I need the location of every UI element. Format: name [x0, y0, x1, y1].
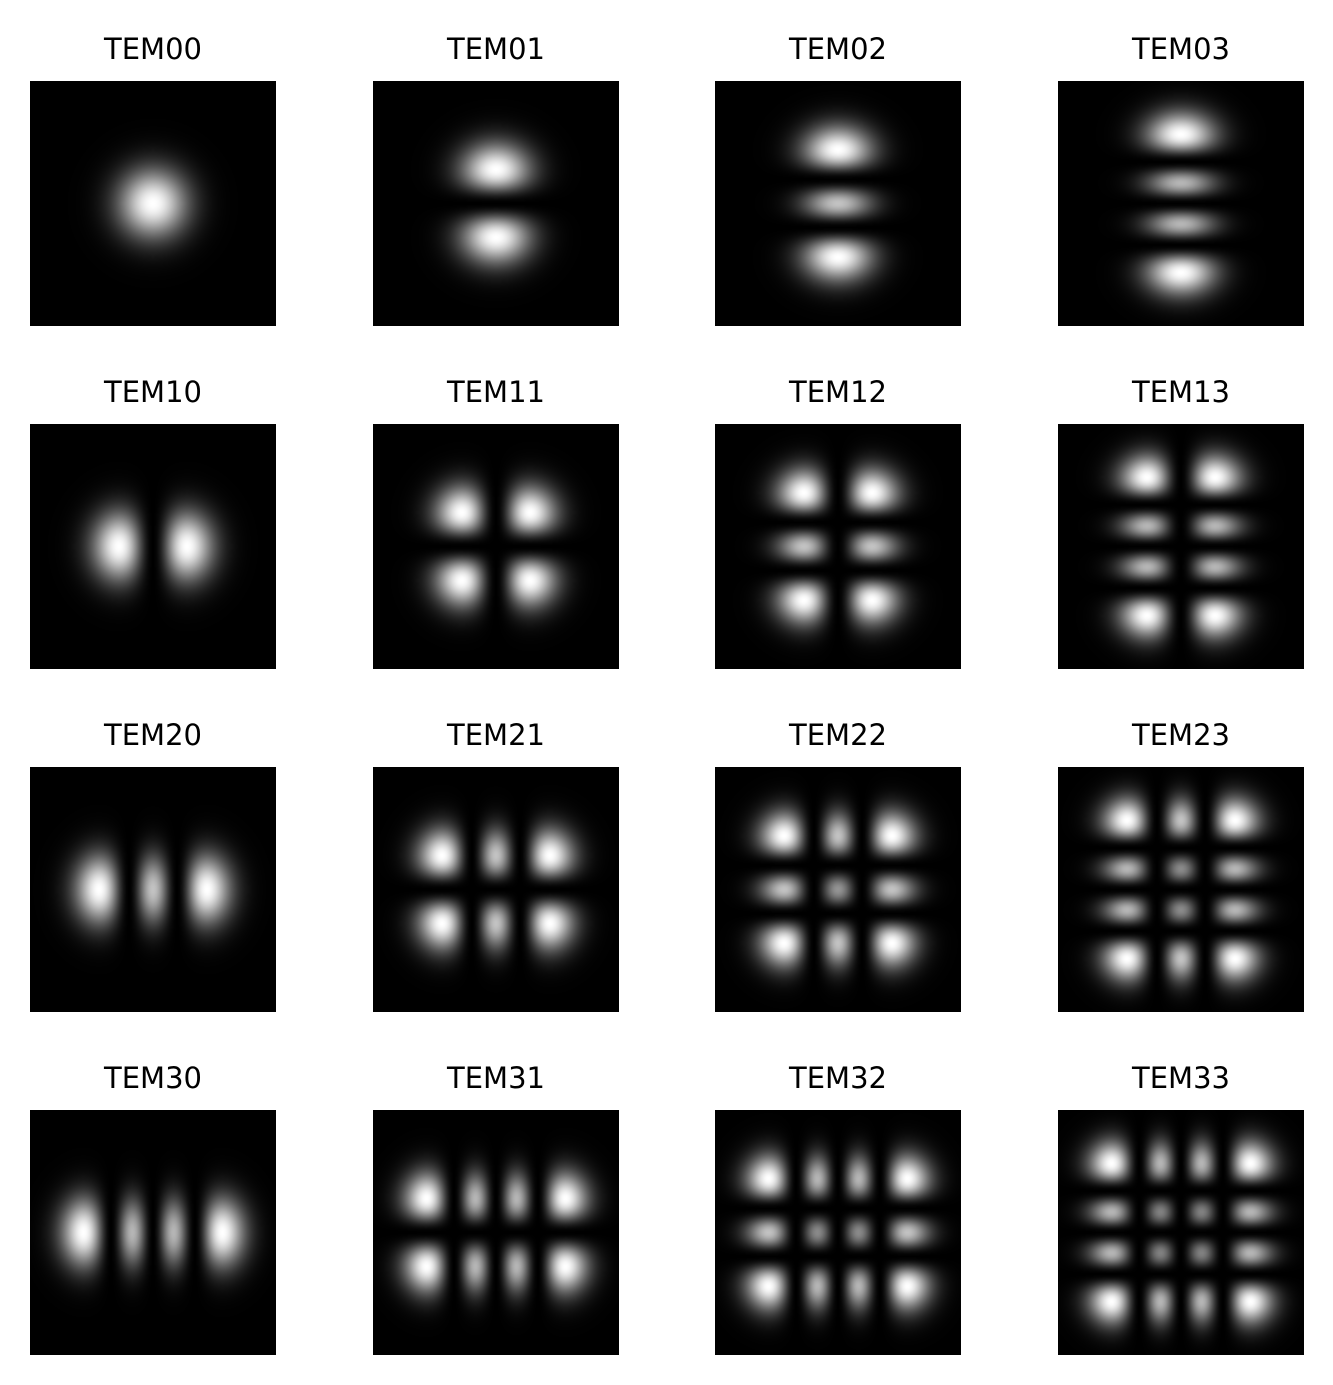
panel-title: TEM01	[447, 32, 545, 66]
panel-title: TEM03	[1132, 32, 1230, 66]
mode-intensity-image	[715, 1110, 961, 1355]
panel-title: TEM23	[1132, 718, 1230, 752]
panel-title: TEM12	[789, 375, 887, 409]
mode-intensity-image	[373, 81, 619, 326]
mode-intensity-image	[1058, 767, 1304, 1012]
panel-title: TEM10	[104, 375, 202, 409]
mode-intensity-image	[30, 767, 276, 1012]
mode-intensity-image	[30, 81, 276, 326]
panel-title: TEM22	[789, 718, 887, 752]
panel-title: TEM30	[104, 1061, 202, 1095]
panel-title: TEM31	[447, 1061, 545, 1095]
mode-intensity-image	[715, 81, 961, 326]
panel-title: TEM02	[789, 32, 887, 66]
panel-title: TEM00	[104, 32, 202, 66]
panel-title: TEM33	[1132, 1061, 1230, 1095]
mode-intensity-image	[373, 767, 619, 1012]
mode-intensity-image	[373, 424, 619, 669]
mode-intensity-image	[1058, 1110, 1304, 1355]
mode-intensity-image	[1058, 424, 1304, 669]
mode-intensity-image	[715, 424, 961, 669]
panel-title: TEM11	[447, 375, 545, 409]
panel-title: TEM13	[1132, 375, 1230, 409]
panel-title: TEM21	[447, 718, 545, 752]
panel-title: TEM32	[789, 1061, 887, 1095]
mode-intensity-image	[30, 1110, 276, 1355]
mode-intensity-image	[1058, 81, 1304, 326]
mode-intensity-image	[715, 767, 961, 1012]
mode-intensity-image	[373, 1110, 619, 1355]
mode-intensity-image	[30, 424, 276, 669]
panel-title: TEM20	[104, 718, 202, 752]
